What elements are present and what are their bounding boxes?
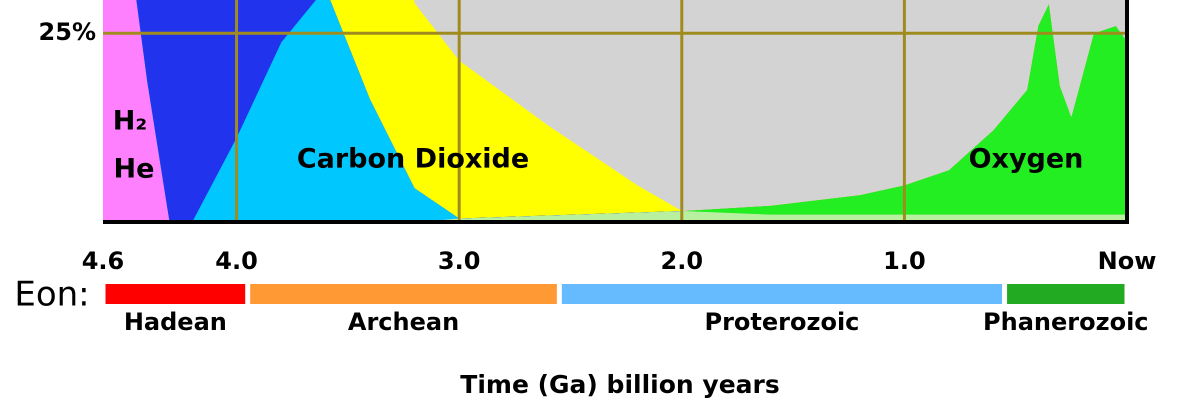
x-tick-label: 4.6 (82, 247, 125, 275)
area (103, 210, 1127, 222)
eon-name: Phanerozoic (983, 308, 1148, 336)
area (103, 2, 1127, 222)
grid (103, 0, 1127, 222)
x-tick-label: Now (1098, 247, 1157, 275)
area (414, 0, 1127, 211)
annotations: H₂ He Carbon Dioxide Oxygen (113, 106, 1084, 185)
eon-name: Hadean (124, 308, 227, 336)
y-tick-label: 25% (39, 18, 96, 46)
eon-bar (105, 284, 246, 304)
eon-bar (561, 284, 1003, 304)
annotation: H₂ (113, 106, 147, 137)
x-tick-label: 4.0 (215, 247, 258, 275)
eon-name: Proterozoic (705, 308, 860, 336)
x-tick-label: 2.0 (661, 247, 704, 275)
x-axis-title: Time (Ga) billion years (460, 370, 779, 399)
x-tick-label: 3.0 (438, 247, 481, 275)
annotation: Oxygen (969, 144, 1084, 175)
area (330, 0, 1127, 219)
eon-bar (250, 284, 557, 304)
annotation: Carbon Dioxide (297, 144, 529, 175)
eon-label: Eon: (14, 275, 89, 315)
x-tick-label: 1.0 (883, 247, 926, 275)
annotation: He (114, 154, 155, 185)
eon-bar (1007, 284, 1125, 304)
eon-name: Archean (348, 308, 459, 336)
